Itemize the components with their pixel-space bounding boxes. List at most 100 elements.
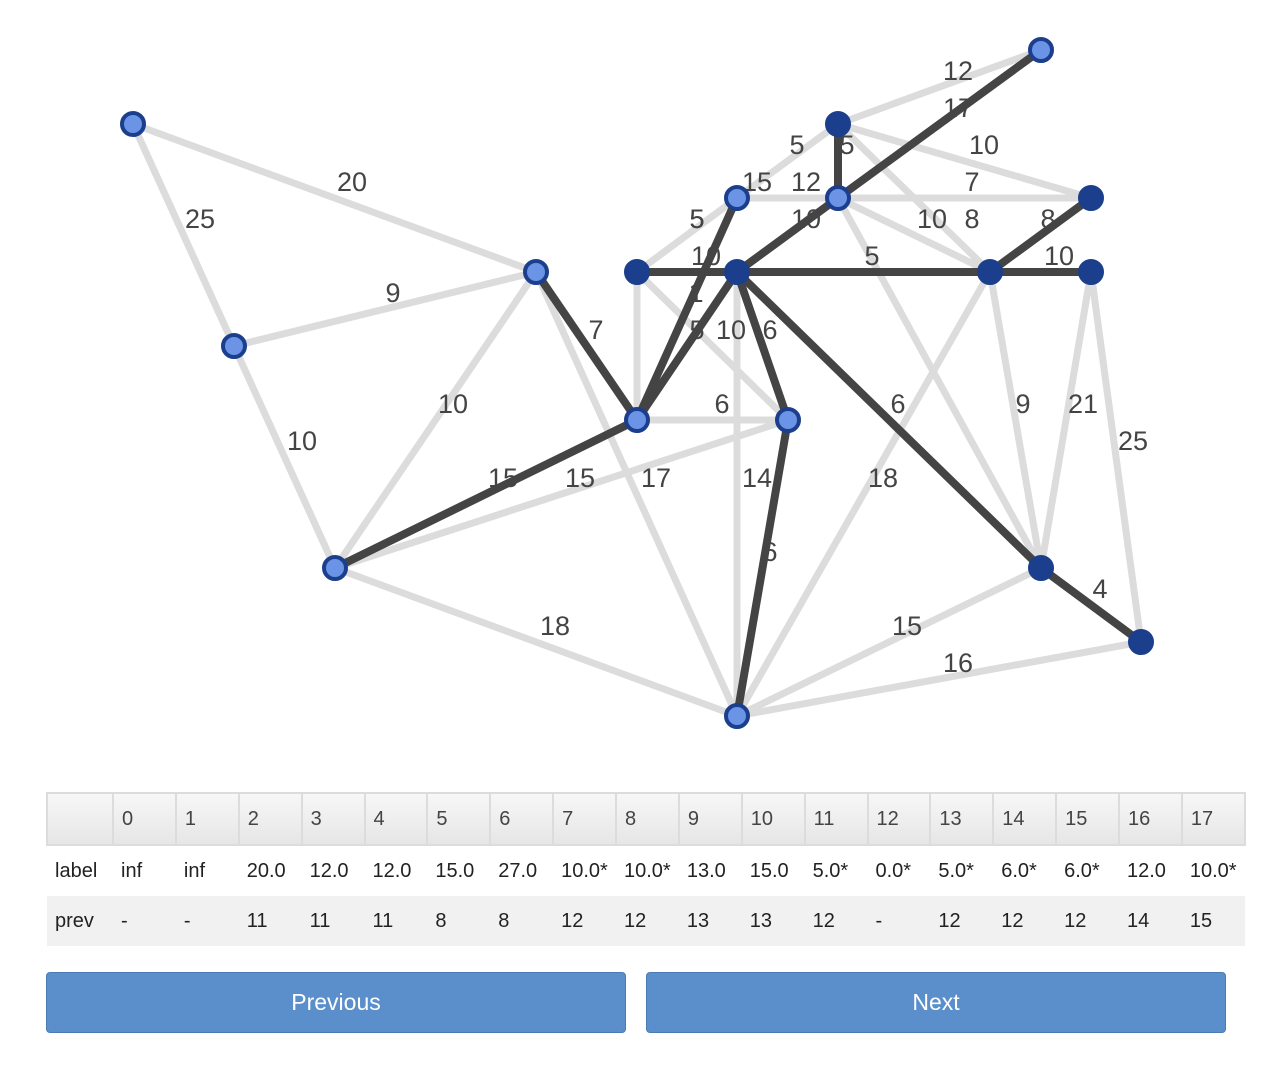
- table-cell: 11: [364, 896, 428, 946]
- table-cell: 15.0: [435, 859, 475, 882]
- edge-weight-label: 18: [868, 463, 898, 493]
- table-cell: 5.0*: [812, 859, 849, 882]
- table-cell: 12: [616, 896, 679, 946]
- edge-weight-label: 15: [488, 463, 518, 493]
- graph-node-n16: [1028, 37, 1054, 63]
- edge-n1-n3: [230, 342, 339, 572]
- table-header-cell: 11: [803, 792, 869, 846]
- dijkstra-table-container: 0 1 2 3 4 5 6 7 8 9 10 11 12 13 14 15 16 17 label inf inf 20…: [46, 792, 1247, 946]
- edge-n10-n14: [834, 194, 994, 276]
- graph-node-n10: [825, 185, 851, 211]
- graph-node-n5: [724, 703, 750, 729]
- table-cell: 11: [238, 896, 302, 946]
- table-header-cell: [46, 792, 114, 846]
- table-header-cell: 16: [1118, 792, 1183, 846]
- table-header-cell: 6: [489, 792, 555, 846]
- table-header-cell: 5: [426, 792, 492, 846]
- edge-weight-label: 15: [565, 463, 595, 493]
- edge-weight-label: 1: [688, 278, 703, 308]
- edge-weight-label: 5: [689, 315, 704, 345]
- dijkstra-table: 0 1 2 3 4 5 6 7 8 9 10 11 12 13 14 15 16 17 label inf inf 20…: [46, 792, 1247, 946]
- edge-weight-label: 21: [1068, 389, 1098, 419]
- table-header-cell: 9: [677, 792, 743, 846]
- edge-n11-n16: [834, 46, 1045, 128]
- edge-weight-label: 4: [1092, 574, 1107, 604]
- table-cell: 5.0*: [938, 859, 974, 882]
- table-header-cell: 1: [174, 792, 240, 846]
- edge-weight-label: 6: [714, 389, 729, 419]
- edge-weight-label: 6: [762, 537, 777, 567]
- edge-weight-label: 18: [540, 611, 570, 641]
- next-button[interactable]: Next: [646, 972, 1226, 1033]
- graph-node-n4: [624, 407, 650, 433]
- table-cell: 12: [804, 896, 868, 946]
- graph-node-n8: [724, 259, 750, 285]
- table-header-row: 0 1 2 3 4 5 6 7 8 9 10 11 12 13 14 15 16 17: [46, 792, 1247, 846]
- table-cell: 12.0: [1127, 859, 1166, 882]
- edge-weight-label: 5: [839, 130, 854, 160]
- edge-n11-n12: [834, 120, 1095, 202]
- table-cell: inf: [183, 859, 205, 882]
- previous-button[interactable]: Previous: [46, 972, 626, 1033]
- edge-n2-n4: [532, 268, 641, 424]
- edge-n3-n5: [331, 564, 741, 720]
- edge-n17-n5: [733, 638, 1145, 720]
- edge-weight-label: 25: [185, 204, 215, 234]
- table-cell: 12.0: [309, 859, 349, 882]
- graph-node-n13: [1078, 259, 1104, 285]
- graph-node-n0: [120, 111, 146, 137]
- edge-weight-label: 20: [337, 167, 367, 197]
- edge-n13-n17: [1087, 268, 1145, 646]
- graph-node-n7: [624, 259, 650, 285]
- table-cell: 12: [930, 896, 994, 946]
- edge-n15-n5: [733, 564, 1045, 720]
- table-cell: 13: [741, 896, 805, 946]
- edge-weight-label: 6: [762, 315, 777, 345]
- table-cell: 27.0: [498, 859, 538, 882]
- edge-weight-label: 12: [791, 167, 821, 197]
- table-header-cell: 12: [866, 792, 932, 846]
- table-cell: 12: [993, 896, 1057, 946]
- graph-node-n3: [322, 555, 348, 581]
- table-row-prev: prev - -11 11 11 8 8 12 12 13 13 12-12 12 12 14 15: [47, 896, 1245, 946]
- edge-weight-label: 10: [691, 241, 721, 271]
- table-header-cell: 4: [363, 792, 429, 846]
- edge-n0-n2: [129, 120, 540, 276]
- edge-weight-label: 10: [969, 130, 999, 160]
- edge-n10-n16: [834, 46, 1045, 202]
- graph-node-n17: [1128, 629, 1154, 655]
- edge-weight-label: 5: [864, 241, 879, 271]
- table-row-label: label inf inf 20.0 12.0 12.0 15.0 27.0 10.0* 10.0…: [47, 845, 1245, 896]
- edge-n3-n6: [331, 416, 792, 572]
- edge-weight-label: 10: [438, 389, 468, 419]
- table-cell: 12: [553, 896, 616, 946]
- table-cell: -: [113, 896, 176, 946]
- table-header-cell: 13: [929, 792, 995, 846]
- edge-weight-label: 17: [943, 93, 973, 123]
- edge-n6-n5: [733, 416, 792, 720]
- edges-layer: [129, 46, 1145, 720]
- table-header-cell: 17: [1180, 792, 1247, 846]
- table-header-cell: 8: [615, 792, 680, 846]
- table-cell: -: [867, 896, 931, 946]
- edge-n8-n6: [733, 268, 792, 424]
- table-cell: inf: [121, 859, 143, 882]
- edge-weight-label: 10: [791, 204, 821, 234]
- table-cell: 10.0*: [561, 859, 608, 882]
- edge-weight-label: 16: [943, 648, 973, 678]
- edge-weight-label: 9: [1015, 389, 1030, 419]
- graph-node-n2: [523, 259, 549, 285]
- table-cell: 20.0: [246, 859, 286, 882]
- nodes-layer: [120, 37, 1154, 729]
- table-header-cell: 15: [1055, 792, 1120, 846]
- table-cell: 0.0*: [875, 859, 912, 882]
- edge-weight-label: 7: [588, 315, 603, 345]
- edge-n2-n5: [532, 268, 741, 720]
- edge-n8-n10: [733, 194, 842, 276]
- table-header-cell: 7: [552, 792, 617, 846]
- edge-n3-n4: [331, 416, 641, 572]
- edge-weight-label: 14: [742, 463, 772, 493]
- edge-weight-label: 25: [1118, 426, 1148, 456]
- edge-weight-label: 15: [892, 611, 922, 641]
